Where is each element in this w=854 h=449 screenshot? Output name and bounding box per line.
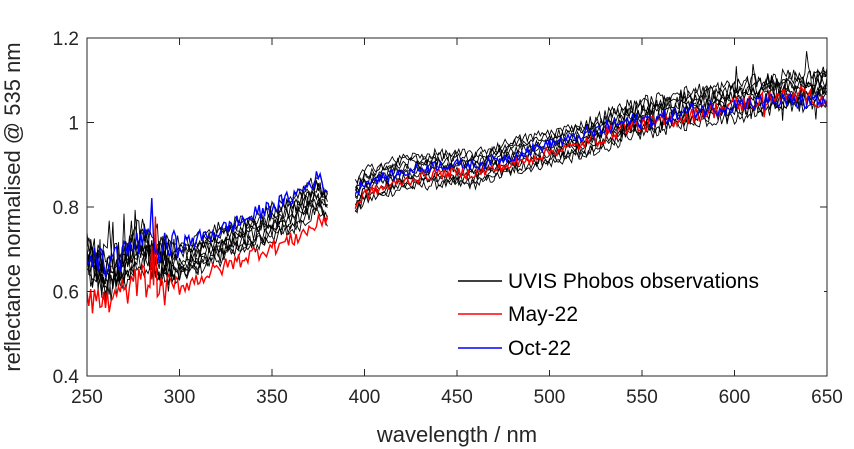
observation-trace-2 <box>86 85 828 300</box>
legend-label-oct: Oct-22 <box>508 337 571 360</box>
x-axis-label: wavelength / nm <box>376 422 537 447</box>
y-tick-label: 0.6 <box>53 283 79 304</box>
series-layer <box>86 51 828 314</box>
y-tick-label: 1.2 <box>53 29 79 50</box>
x-tick-label: 650 <box>811 387 843 408</box>
x-tick-label: 500 <box>534 387 566 408</box>
series-line-may-22 <box>86 84 828 314</box>
tick-layer: 250 300 350 400 450 500 550 600 650 0.4 0.6 0.8 1 1.2 <box>53 29 843 408</box>
x-tick-label: 350 <box>256 387 288 408</box>
y-tick-label: 0.4 <box>53 367 80 388</box>
legend-label-may: May-22 <box>508 303 578 326</box>
y-tick-label: 0.8 <box>53 198 79 219</box>
y-axis-label: reflectance normalised @ 535 nm <box>0 42 25 371</box>
x-tick-label: 400 <box>349 387 381 408</box>
legend: UVIS Phobos observations May-22 Oct-22 <box>448 262 824 370</box>
x-tick-label: 600 <box>719 387 751 408</box>
y-tick-label: 1 <box>68 114 79 135</box>
x-tick-label: 550 <box>626 387 658 408</box>
x-tick-label: 450 <box>441 387 473 408</box>
x-tick-label: 250 <box>71 387 103 408</box>
legend-box <box>448 262 824 370</box>
legend-label-observations: UVIS Phobos observations <box>508 270 759 293</box>
x-tick-label: 300 <box>164 387 196 408</box>
series-line-oct-22 <box>86 92 828 278</box>
